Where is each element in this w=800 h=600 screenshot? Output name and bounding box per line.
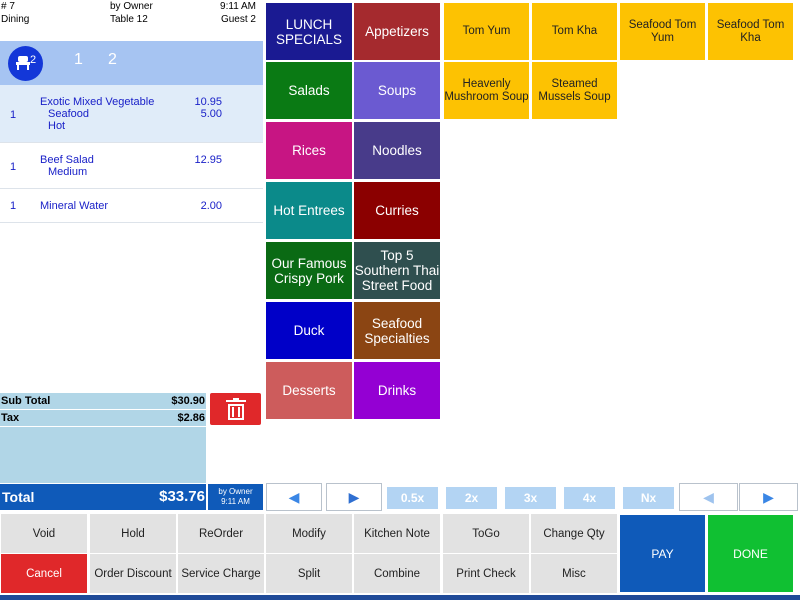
category-salads[interactable]: Salads: [266, 62, 352, 119]
multiplier-2x[interactable]: 2x: [446, 487, 497, 509]
item-qty: 1: [10, 109, 17, 121]
total-bar: Total $33.76: [0, 484, 206, 510]
multiplier-4x[interactable]: 4x: [564, 487, 615, 509]
item-modifier: Seafood: [48, 108, 89, 120]
order-time: 9:11 AM: [220, 1, 256, 12]
item-name: Beef Salad: [40, 154, 94, 166]
multiplier-nx[interactable]: Nx: [623, 487, 674, 509]
category-appetizers[interactable]: Appetizers: [354, 3, 440, 60]
total-label: Total: [2, 489, 35, 505]
subtotal-label: Sub Total: [1, 395, 51, 407]
multiplier-3x[interactable]: 3x: [505, 487, 556, 509]
done-button[interactable]: DONE: [708, 515, 793, 592]
subtotal-row: Sub Total $30.90: [0, 393, 206, 410]
category-lunch-specials[interactable]: LUNCH SPECIALS: [266, 3, 352, 60]
seat-all-button[interactable]: 2: [8, 46, 43, 81]
totals-panel: Sub Total $30.90 Tax $2.86: [0, 393, 206, 483]
tax-row: Tax $2.86: [0, 410, 206, 427]
item-modifier: Medium: [48, 166, 88, 178]
seat-tab-1[interactable]: 1: [74, 51, 83, 68]
print-check-button[interactable]: Print Check: [443, 554, 529, 593]
order-discount-button[interactable]: Order Discount: [90, 554, 176, 593]
next-item-page-button[interactable]: ▶: [739, 483, 798, 511]
trash-icon: [226, 398, 246, 420]
order-table: Table 12: [110, 14, 148, 25]
tax-label: Tax: [1, 412, 20, 424]
hold-button[interactable]: Hold: [90, 514, 176, 553]
item-qty: 1: [10, 200, 17, 212]
order-item[interactable]: 1 Beef Salad 12.95 Medium: [0, 143, 263, 189]
by-owner-label: by Owner: [218, 487, 253, 496]
prev-page-button[interactable]: ◀: [266, 483, 322, 511]
category-hot-entrees[interactable]: Hot Entrees: [266, 182, 352, 239]
seat-bar: 2 1 2: [0, 41, 263, 85]
category-thai-street-food[interactable]: Top 5 Southern Thai Street Food: [354, 242, 440, 299]
subtotal-value: $30.90: [171, 395, 205, 407]
prev-item-page-button[interactable]: ◀: [679, 483, 738, 511]
seat-icon: [16, 56, 30, 70]
item-name: Mineral Water: [40, 200, 109, 212]
order-type: Dining: [1, 14, 30, 25]
bottom-strip: [0, 595, 800, 600]
category-rices[interactable]: Rices: [266, 122, 352, 179]
by-owner-badge: by Owner 9:11 AM: [208, 484, 263, 510]
item-qty: 1: [10, 161, 17, 173]
menu-item-seafood-tom-kha[interactable]: Seafood Tom Kha: [708, 3, 793, 60]
item-price: 2.00: [200, 200, 222, 212]
modify-button[interactable]: Modify: [266, 514, 352, 553]
category-drinks[interactable]: Drinks: [354, 362, 440, 419]
delete-item-button[interactable]: [210, 393, 261, 425]
misc-button[interactable]: Misc: [531, 554, 617, 593]
order-guests: Guest 2: [220, 14, 256, 25]
category-curries[interactable]: Curries: [354, 182, 440, 239]
category-noodles[interactable]: Noodles: [354, 122, 440, 179]
order-server: by Owner: [110, 1, 153, 12]
pay-button[interactable]: PAY: [620, 515, 705, 592]
order-number: # 7: [1, 1, 15, 12]
multiplier-0.5x[interactable]: 0.5x: [387, 487, 438, 509]
category-desserts[interactable]: Desserts: [266, 362, 352, 419]
category-crispy-pork[interactable]: Our Famous Crispy Pork: [266, 242, 352, 299]
seat-count: 2: [30, 54, 37, 66]
menu-item-tom-kha[interactable]: Tom Kha: [532, 3, 617, 60]
menu-item-steamed-mussels-soup[interactable]: Steamed Mussels Soup: [532, 62, 617, 119]
order-item[interactable]: 1 Exotic Mixed Vegetable 10.95 Seafood 5…: [0, 85, 263, 143]
tax-value: $2.86: [177, 412, 205, 424]
category-seafood-specialties[interactable]: Seafood Specialties: [354, 302, 440, 359]
item-modifier-price: 5.00: [200, 108, 222, 120]
menu-item-seafood-tom-yum[interactable]: Seafood Tom Yum: [620, 3, 705, 60]
item-name: Exotic Mixed Vegetable: [40, 96, 155, 108]
menu-item-heavenly-mushroom-soup[interactable]: Heavenly Mushroom Soup: [444, 62, 529, 119]
item-price: 10.95: [194, 96, 222, 108]
category-duck[interactable]: Duck: [266, 302, 352, 359]
item-price: 12.95: [194, 154, 222, 166]
order-header: # 7 by Owner 9:11 AM Dining Table 12 Gue…: [0, 0, 263, 27]
change-qty-button[interactable]: Change Qty: [531, 514, 617, 553]
menu-item-tom-yum[interactable]: Tom Yum: [444, 3, 529, 60]
service-charge-button[interactable]: Service Charge: [178, 554, 264, 593]
order-item[interactable]: 1 Mineral Water 2.00: [0, 189, 263, 223]
kitchen-note-button[interactable]: Kitchen Note: [354, 514, 440, 553]
seat-tab-2[interactable]: 2: [108, 51, 117, 68]
by-owner-time: 9:11 AM: [221, 497, 250, 506]
total-value: $33.76: [159, 488, 205, 505]
void-button[interactable]: Void: [1, 514, 87, 553]
next-page-button[interactable]: ▶: [326, 483, 382, 511]
split-button[interactable]: Split: [266, 554, 352, 593]
category-soups[interactable]: Soups: [354, 62, 440, 119]
item-modifier: Hot: [48, 120, 66, 132]
reorder-button[interactable]: ReOrder: [178, 514, 264, 553]
cancel-button[interactable]: Cancel: [1, 554, 87, 593]
combine-button[interactable]: Combine: [354, 554, 440, 593]
togo-button[interactable]: ToGo: [443, 514, 529, 553]
